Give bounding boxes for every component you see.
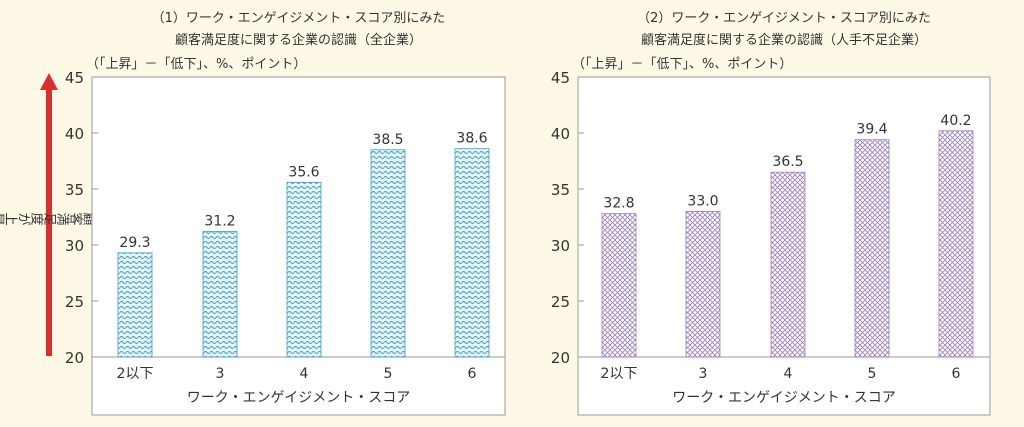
y-tick-label: 25 <box>551 293 570 311</box>
y-tick-label: 30 <box>551 237 570 255</box>
x-tick-label: 3 <box>216 366 225 382</box>
y-tick-label: 45 <box>551 69 570 87</box>
x-tick-label: 4 <box>300 366 309 382</box>
data-label: 33.0 <box>687 193 718 209</box>
chart-title-line2: 顧客満足度に関する企業の認識（人手不足企業） <box>641 32 927 48</box>
data-label: 29.3 <box>119 235 150 251</box>
y-tick-label: 20 <box>65 349 84 367</box>
x-tick-label: 5 <box>868 366 877 382</box>
y-tick-label: 45 <box>65 69 84 87</box>
bar <box>938 130 974 358</box>
chart-1: （1）ワーク・エンゲイジメント・スコア別にみた顧客満足度に関する企業の認識（全企… <box>65 11 506 416</box>
x-tick-label: 6 <box>952 366 961 382</box>
y-tick-label: 25 <box>65 293 84 311</box>
bar <box>286 181 322 358</box>
data-label: 36.5 <box>772 154 803 170</box>
y-tick-label: 40 <box>551 125 570 143</box>
data-label: 38.5 <box>372 132 403 148</box>
unit-label: （「上昇」－「低下」、%、ポイント） <box>572 57 792 72</box>
x-tick-label: 3 <box>699 366 708 382</box>
y-tick-label: 30 <box>65 237 84 255</box>
x-tick-label: 5 <box>384 366 393 382</box>
chart-title-line1: （1）ワーク・エンゲイジメント・スコア別にみた <box>152 11 446 26</box>
y-axis-label: （顧客満足度が上昇している） <box>0 210 109 226</box>
y-tick-label: 35 <box>551 181 570 199</box>
y-tick-label: 20 <box>551 349 570 367</box>
bar <box>854 139 890 358</box>
bar <box>202 231 238 358</box>
bar <box>685 210 721 358</box>
chart-title-line1: （2）ワーク・エンゲイジメント・スコア別にみた <box>637 11 931 26</box>
bar <box>601 213 637 358</box>
chart-title-line2: 顧客満足度に関する企業の認識（全企業） <box>175 32 422 48</box>
x-tick-label: 2以下 <box>601 366 638 382</box>
bar <box>770 171 806 358</box>
y-tick-label: 35 <box>65 181 84 199</box>
x-axis-label: ワーク・エンゲイジメント・スコア <box>187 390 410 406</box>
chart-2: （2）ワーク・エンゲイジメント・スコア別にみた顧客満足度に関する企業の認識（人手… <box>551 11 991 416</box>
y-tick-label: 40 <box>65 125 84 143</box>
y-axis-arrow <box>40 73 58 356</box>
x-tick-label: 6 <box>468 366 477 382</box>
data-label: 32.8 <box>603 196 634 212</box>
bar <box>117 252 153 358</box>
data-label: 39.4 <box>856 122 887 138</box>
data-label: 38.6 <box>456 131 487 147</box>
bar <box>454 148 490 358</box>
x-axis-label: ワーク・エンゲイジメント・スコア <box>672 390 895 406</box>
data-label: 31.2 <box>204 214 235 230</box>
data-label: 40.2 <box>940 113 971 129</box>
x-tick-label: 2以下 <box>117 366 154 382</box>
data-label: 35.6 <box>288 164 319 180</box>
unit-label: （「上昇」－「低下」、%、ポイント） <box>86 57 306 72</box>
x-tick-label: 4 <box>784 366 793 382</box>
bar <box>370 149 406 358</box>
